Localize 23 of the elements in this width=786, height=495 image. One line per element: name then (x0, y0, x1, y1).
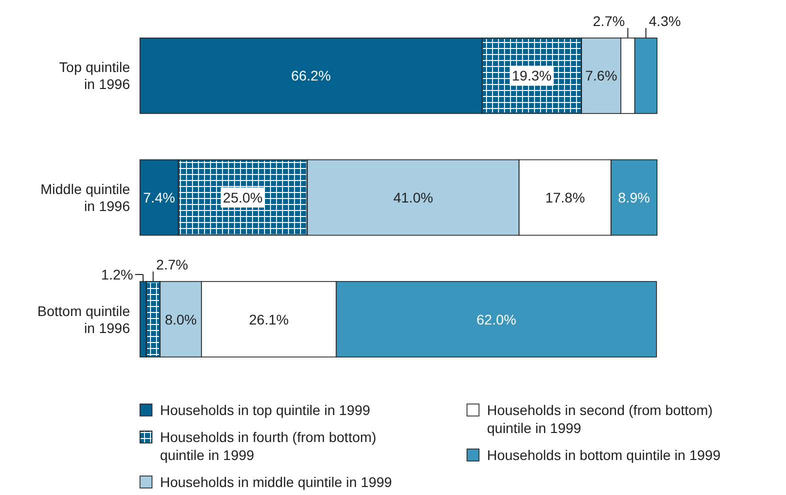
data-label: 26.1% (249, 311, 289, 328)
y-tick-label: Bottom quintile in 1996 (37, 302, 130, 336)
legend-label: Households in middle quintile in 1999 (160, 474, 392, 490)
data-label: 2.7% (592, 13, 625, 29)
data-label: 17.8% (545, 190, 585, 206)
data-label: 8.0% (164, 311, 197, 328)
data-label: 4.3% (648, 13, 681, 29)
data-label: 2.7% (156, 256, 188, 273)
y-tick-label: Middle quintile in 1996 (40, 181, 130, 214)
data-label: 8.9% (618, 190, 650, 206)
data-label: 7.6% (585, 68, 618, 84)
y-tick-label: Top quintile in 1996 (59, 59, 130, 92)
data-label: 7.4% (143, 190, 176, 206)
data-label: 62.0% (476, 311, 516, 328)
legend-label: Households in second (from bottom) quintile in 1999 (487, 402, 713, 436)
legend-label: Households in bottom quintile in 1999 (487, 447, 721, 463)
data-label: 41.0% (393, 190, 434, 206)
data-label: 19.3% (512, 68, 552, 84)
data-label: 25.0% (222, 190, 263, 206)
legend-label: Households in top quintile in 1999 (160, 402, 370, 418)
data-label: 66.2% (291, 68, 331, 84)
data-label: 1.2% (101, 266, 134, 283)
legend-label: Households in fourth (from bottom) quintile in 1999 (160, 429, 376, 463)
